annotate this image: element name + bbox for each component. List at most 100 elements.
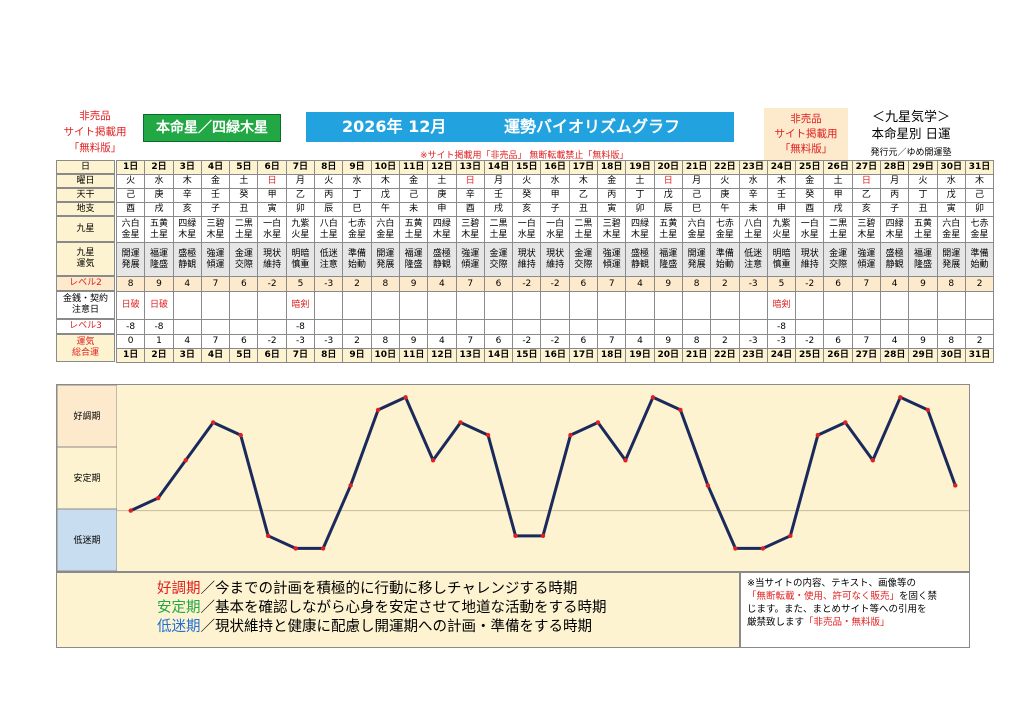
day-label-bottom: 6日 bbox=[258, 349, 286, 362]
cell-level3: -8 bbox=[285, 319, 316, 335]
day-label-bottom: 29日 bbox=[909, 349, 937, 362]
cell-chishi: 辰 bbox=[653, 202, 683, 217]
cell-level3 bbox=[851, 319, 882, 335]
table-row-level3: -8 -8 -8 -8 bbox=[115, 319, 995, 335]
total-value: -2 bbox=[513, 336, 540, 349]
cell-total: 7 27日 bbox=[851, 334, 882, 363]
total-value: 6 bbox=[570, 336, 597, 349]
day-label-bottom: 4日 bbox=[202, 349, 229, 362]
legend-line-stable: 安定期／基本を確認しながら心身を安定させて地道な活動をする時期 bbox=[157, 599, 739, 618]
copyright-line-2: 「無断転載・使用、許可なく販売」を固く禁 bbox=[747, 590, 963, 603]
cell-tenkan: 乙 bbox=[568, 188, 599, 203]
row-label-chishi: 地支 bbox=[56, 202, 115, 216]
cell-tenkan: 癸 bbox=[512, 188, 542, 203]
cell-level3 bbox=[540, 319, 570, 335]
day-label-bottom: 15日 bbox=[513, 349, 540, 362]
cell-total: -2 6日 bbox=[257, 334, 287, 363]
cell-level2: -2 bbox=[540, 276, 570, 292]
honmei-star-label: 本命星／四緑木星 bbox=[143, 114, 281, 142]
page-title: 2026年 12月 運勢バイオリズムグラフ bbox=[306, 112, 734, 142]
copyright-red-1: 「無断転載・使用、許可なく販売」 bbox=[747, 591, 900, 602]
cell-day: 7日 bbox=[285, 160, 316, 175]
cell-day: 23日 bbox=[738, 160, 768, 175]
data-point bbox=[513, 533, 518, 539]
cell-warning bbox=[229, 291, 259, 320]
cell-day: 2日 bbox=[144, 160, 174, 175]
cell-day: 9日 bbox=[342, 160, 372, 175]
cell-level2: 8 bbox=[681, 276, 712, 292]
cell-level2: 6 bbox=[823, 276, 853, 292]
cell-level2: 8 bbox=[115, 276, 146, 292]
total-value: 2 bbox=[711, 336, 739, 349]
cell-unki: 明暗 慎重 bbox=[766, 242, 797, 277]
cell-weekday: 土 bbox=[427, 174, 457, 189]
total-value: 8 bbox=[372, 336, 399, 349]
cell-chishi: 亥 bbox=[512, 202, 542, 217]
cell-level2: 7 bbox=[455, 276, 485, 292]
cell-warning: 日破 bbox=[144, 291, 174, 320]
data-point bbox=[293, 546, 298, 551]
cell-weekday: 火 bbox=[908, 174, 938, 189]
data-point bbox=[430, 458, 436, 463]
cell-chishi: 辰 bbox=[314, 202, 344, 217]
cell-level3 bbox=[483, 319, 514, 335]
data-point bbox=[733, 546, 738, 551]
cell-kyusei: 八白 土星 bbox=[738, 216, 768, 243]
day-label-bottom: 20日 bbox=[655, 349, 682, 362]
cell-weekday: 土 bbox=[823, 174, 853, 189]
total-value: 9 bbox=[909, 336, 937, 349]
data-point bbox=[183, 458, 188, 463]
cell-unki: 低迷 注意 bbox=[738, 242, 768, 277]
day-label-bottom: 3日 bbox=[174, 349, 201, 362]
cell-level2: -2 bbox=[795, 276, 825, 292]
cell-level2: 9 bbox=[398, 276, 429, 292]
row-label-unki: 九星 運気 bbox=[56, 242, 115, 276]
kyusei-title-block: ＜九星気学＞ 本命星別 日運 発行元／ゆめ開運塾 bbox=[852, 110, 970, 160]
cell-day: 19日 bbox=[625, 160, 655, 175]
copyright-red-2: 「非売品・無料版」 bbox=[804, 617, 890, 628]
total-value: 1 bbox=[145, 336, 173, 349]
cell-chishi: 亥 bbox=[172, 202, 202, 217]
total-value: 4 bbox=[881, 336, 908, 349]
cell-unki: 現状 維持 bbox=[795, 242, 825, 277]
cell-kyusei: 一白 水星 bbox=[540, 216, 570, 243]
cell-warning bbox=[625, 291, 655, 320]
cell-day: 27日 bbox=[851, 160, 882, 175]
row-label-level2: レベル2 bbox=[56, 276, 115, 291]
not-for-sale-line: 「無料版」 bbox=[779, 143, 833, 155]
band-label-bg bbox=[56, 384, 118, 448]
cell-kyusei: 七赤 金星 bbox=[342, 216, 372, 243]
cell-weekday: 水 bbox=[342, 174, 372, 189]
cell-unki: 現状 維持 bbox=[512, 242, 542, 277]
cell-tenkan: 丁 bbox=[908, 188, 938, 203]
cell-level3 bbox=[398, 319, 429, 335]
row-label-warning: 金銭・契約 注意日 bbox=[56, 291, 115, 319]
cell-unki: 福運 隆盛 bbox=[908, 242, 938, 277]
band-label: 好調期 bbox=[73, 410, 100, 422]
cell-warning bbox=[964, 291, 995, 320]
not-for-sale-line: 非売品 bbox=[79, 110, 111, 122]
cell-chishi: 未 bbox=[398, 202, 429, 217]
cell-tenkan: 甲 bbox=[823, 188, 853, 203]
title-year-month: 2026年 12月 bbox=[342, 117, 447, 136]
cell-day: 6日 bbox=[257, 160, 287, 175]
data-point bbox=[815, 432, 821, 438]
cell-tenkan: 丁 bbox=[342, 188, 372, 203]
cell-weekday: 火 bbox=[710, 174, 740, 189]
cell-total: 9 29日 bbox=[908, 334, 938, 363]
cell-day: 22日 bbox=[710, 160, 740, 175]
cell-chishi: 戌 bbox=[483, 202, 514, 217]
cell-level2: 4 bbox=[427, 276, 457, 292]
cell-tenkan: 己 bbox=[115, 188, 146, 203]
cell-chishi: 丑 bbox=[908, 202, 938, 217]
day-label-bottom: 2日 bbox=[145, 349, 173, 362]
row-label-kyusei: 九星 bbox=[56, 216, 115, 242]
day-label-bottom: 12日 bbox=[428, 349, 456, 362]
total-value: 4 bbox=[174, 336, 201, 349]
cell-kyusei: 六白 金星 bbox=[370, 216, 400, 243]
cell-level3 bbox=[964, 319, 995, 335]
cell-level2: -2 bbox=[512, 276, 542, 292]
cell-weekday: 金 bbox=[597, 174, 627, 189]
cell-unki: 盛極 静観 bbox=[880, 242, 910, 277]
day-label-bottom: 28日 bbox=[881, 349, 908, 362]
